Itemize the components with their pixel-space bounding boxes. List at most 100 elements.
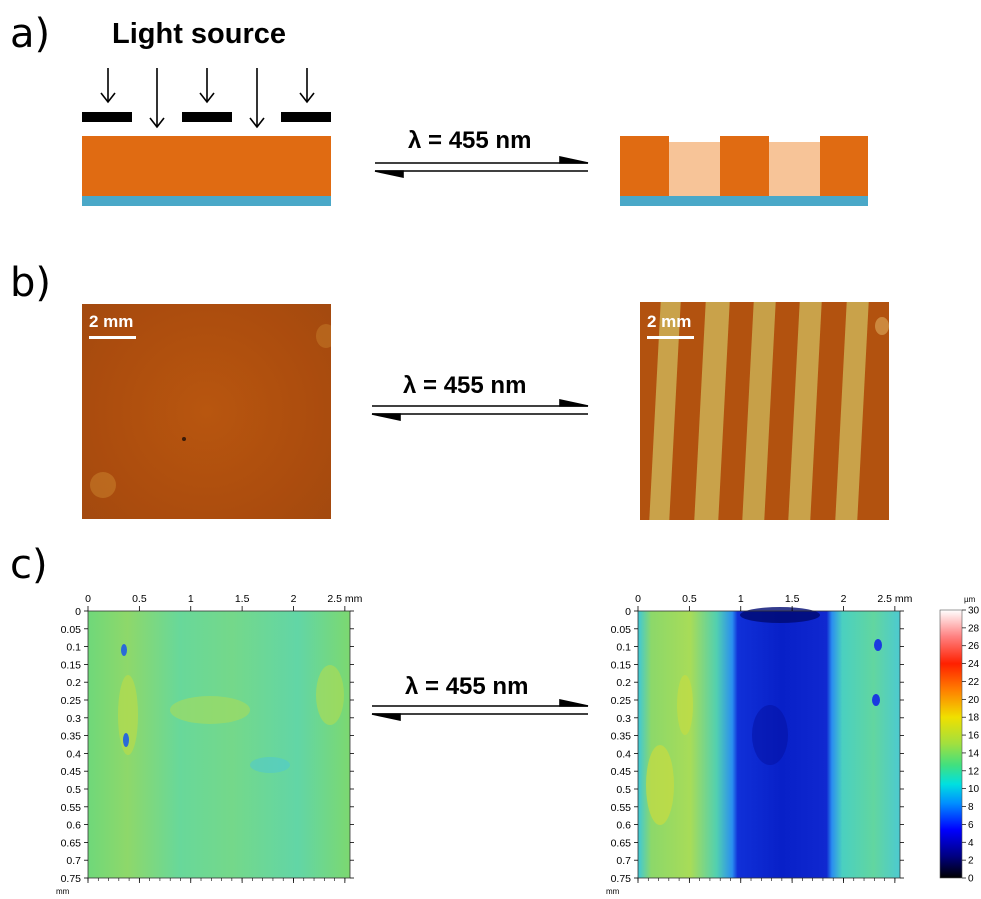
colorbar-tick-label: 4 xyxy=(968,838,974,849)
y-tick-label: 0.05 xyxy=(611,624,632,636)
y-tick-label: 0.45 xyxy=(611,766,632,778)
colorbar-tick-label: 24 xyxy=(968,659,980,670)
colorbar-tick-label: 28 xyxy=(968,623,980,634)
y-tick-label: 0.55 xyxy=(611,802,632,814)
y-tick-label: 0 xyxy=(75,606,81,618)
y-tick-label: 0.5 xyxy=(66,784,81,796)
colorbar-unit: µm xyxy=(964,595,976,604)
colorbar-tick-label: 18 xyxy=(968,713,980,724)
lambda-label-a: λ = 455 nm xyxy=(408,127,532,154)
scalebar-left xyxy=(89,336,136,339)
x-tick-label: 1 xyxy=(188,593,194,605)
mask-bar xyxy=(82,112,132,122)
colorbar-tick-label: 2 xyxy=(968,856,974,867)
x-tick-label: 0.5 xyxy=(132,593,147,605)
equilibrium-arrows-c xyxy=(371,699,589,721)
y-tick-label: 0.25 xyxy=(611,695,632,707)
y-tick-label: 0.3 xyxy=(66,713,81,725)
y-tick-label: 0.65 xyxy=(611,837,632,849)
map-axes-left: 0 0.5 1 1.5 2 2.5 mm 0 0.05 0.1 0.15 0.2 0.25 0.3 0.3… xyxy=(56,593,363,896)
x-tick-label: 2.5 mm xyxy=(327,593,362,605)
film-layer-left xyxy=(82,136,331,196)
y-tick-label: 0.6 xyxy=(616,820,631,832)
y-tick-label: 0.65 xyxy=(61,837,82,849)
y-tick-label: 0.75 xyxy=(611,873,632,885)
y-tick-label: 0.15 xyxy=(611,659,632,671)
substrate-left xyxy=(82,196,331,206)
y-tick-label: 0.75 xyxy=(61,873,82,885)
x-tick-label: 0.5 xyxy=(682,593,697,605)
film-layer-right xyxy=(620,136,669,196)
panel-a-label: a) xyxy=(10,11,51,57)
scalebar-label-left: 2 mm xyxy=(89,312,134,331)
photomask-diagram xyxy=(82,68,868,206)
y-tick-label: 0.55 xyxy=(61,802,82,814)
y-tick-label: 0.7 xyxy=(66,855,81,867)
colorbar-tick-label: 6 xyxy=(968,820,974,831)
bleached-region xyxy=(669,142,720,196)
map-frame xyxy=(87,610,351,879)
lambda-label-c: λ = 455 nm xyxy=(405,673,529,700)
panel-c-label: c) xyxy=(10,542,48,588)
y-tick-label: 0.1 xyxy=(66,642,81,654)
panel-b-label: b) xyxy=(10,260,51,306)
film-layer-right xyxy=(820,136,868,196)
colorbar-tick-label: 26 xyxy=(968,641,980,652)
equilibrium-arrows-b xyxy=(371,399,589,421)
x-tick-label: 0 xyxy=(85,593,91,605)
y-tick-label: 0.2 xyxy=(616,677,631,689)
y-tick-label: 0.4 xyxy=(616,748,631,760)
colorbar-tick-label: 30 xyxy=(968,606,980,617)
y-tick-label: 0.4 xyxy=(66,748,81,760)
x-tick-label: 2 xyxy=(291,593,297,605)
y-tick-label: 0.3 xyxy=(616,713,631,725)
colorbar-tick-label: 10 xyxy=(968,784,980,795)
y-tick-label: 0.7 xyxy=(616,855,631,867)
y-tick-label: 0.45 xyxy=(61,766,82,778)
colorbar-tick-label: 20 xyxy=(968,695,980,706)
map-frame xyxy=(637,610,901,879)
lambda-label-b: λ = 455 nm xyxy=(403,372,527,399)
bleached-region xyxy=(769,142,820,196)
equilibrium-arrows xyxy=(374,156,589,178)
x-tick-label: 1 xyxy=(738,593,744,605)
colorbar-tick-label: 14 xyxy=(968,748,980,759)
y-tick-label: 0 xyxy=(625,606,631,618)
film-photo-before xyxy=(82,304,331,519)
y-tick-label: 0.25 xyxy=(61,695,82,707)
y-tick-label: 0.2 xyxy=(66,677,81,689)
y-tick-label: 0.35 xyxy=(611,731,632,743)
colorbar-tick-label: 0 xyxy=(968,874,974,885)
y-tick-label: 0.6 xyxy=(66,820,81,832)
film-photo-after xyxy=(640,302,889,520)
y-unit-label: mm xyxy=(606,887,620,896)
x-tick-label: 2 xyxy=(841,593,847,605)
colorbar-tick-label: 8 xyxy=(968,802,974,813)
x-tick-label: 0 xyxy=(635,593,641,605)
colorbar-tick-label: 12 xyxy=(968,766,980,777)
y-tick-label: 0.5 xyxy=(616,784,631,796)
substrate-right xyxy=(620,196,868,206)
x-tick-label: 2.5 mm xyxy=(877,593,912,605)
film-layer-right xyxy=(720,136,769,196)
x-tick-label: 1.5 xyxy=(235,593,250,605)
y-tick-label: 0.35 xyxy=(61,731,82,743)
colorbar-tick-label: 16 xyxy=(968,731,980,742)
x-tick-label: 1.5 xyxy=(785,593,800,605)
mask-bar xyxy=(281,112,331,122)
y-tick-label: 0.05 xyxy=(61,624,82,636)
light-source-label: Light source xyxy=(112,18,287,50)
scalebar-right xyxy=(647,336,694,339)
height-map-after: 0 0.5 1 1.5 2 2.5 mm 0 0.05 0.1 0.15 0.2 0.25 0.3 0.3… xyxy=(606,593,913,896)
height-map-before: 0 0.5 1 1.5 2 2.5 mm 0 0.05 0.1 0.15 0.2 0.25 0.3 0.3… xyxy=(56,593,363,896)
mask-bar xyxy=(182,112,232,122)
y-tick-label: 0.15 xyxy=(61,659,82,671)
map-axes-right: 0 0.5 1 1.5 2 2.5 mm 0 0.05 0.1 0.15 0.2 0.25 0.3 0.3… xyxy=(606,593,913,896)
light-arrows xyxy=(100,68,315,129)
y-unit-label: mm xyxy=(56,887,70,896)
y-tick-label: 0.1 xyxy=(616,642,631,654)
scalebar-label-right: 2 mm xyxy=(647,312,692,331)
colorbar-tick-label: 22 xyxy=(968,677,980,688)
